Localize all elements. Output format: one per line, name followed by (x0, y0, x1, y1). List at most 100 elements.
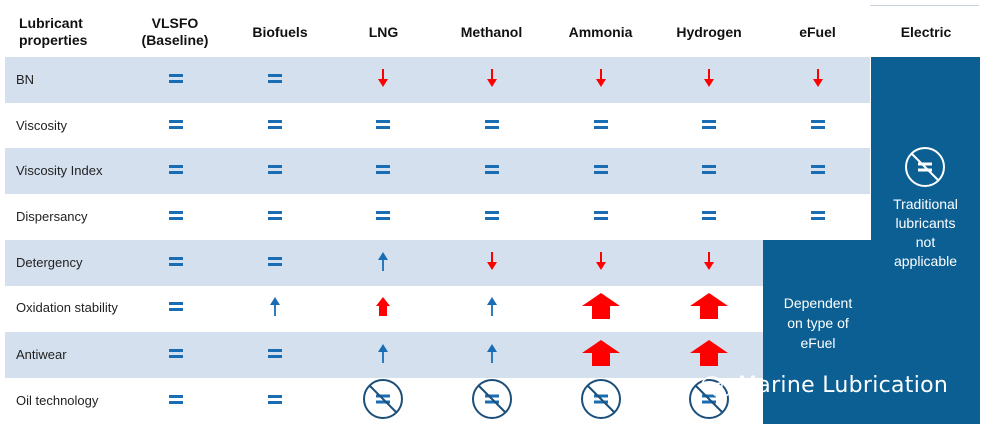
table-cell (462, 378, 522, 424)
equal-icon (268, 73, 282, 83)
table-cell (679, 101, 739, 147)
row-background (5, 285, 870, 331)
row-label: Dispersancy (16, 209, 88, 224)
electric-panel (871, 57, 980, 424)
column-header: Lubricant properties (19, 15, 88, 48)
column-header: Biofuels (252, 23, 308, 40)
table-cell (353, 192, 413, 238)
efuel-note-line: eFuel (800, 335, 836, 351)
equal-icon (169, 119, 183, 129)
up-arrow-icon (269, 295, 281, 322)
table-cell (571, 101, 631, 147)
table-cell (353, 332, 413, 378)
electric-note-line: not (915, 234, 936, 250)
equal-icon (268, 394, 282, 404)
row-background (5, 103, 870, 149)
table-cell (353, 57, 413, 103)
equal-icon (169, 394, 183, 404)
equal-icon (268, 119, 282, 129)
table-cell (353, 101, 413, 147)
large-up-arrow-icon (581, 339, 621, 372)
table-cell (679, 332, 739, 378)
column-header: VLSFO (Baseline) (141, 15, 209, 48)
row-background (5, 240, 870, 286)
equal-icon (811, 210, 825, 220)
down-arrow-icon (703, 68, 715, 93)
not-equal-circle-icon (580, 378, 622, 425)
table-cell (571, 332, 631, 378)
equal-icon (169, 256, 183, 266)
table-cell (146, 101, 206, 147)
equal-icon (268, 256, 282, 266)
equal-icon (376, 164, 390, 174)
equal-icon (268, 210, 282, 220)
efuel-note-line: Dependent (783, 295, 853, 311)
table-cell (146, 376, 206, 422)
table-cell (353, 285, 413, 331)
large-up-arrow-icon (581, 292, 621, 325)
equal-icon (169, 164, 183, 174)
equal-icon (485, 164, 499, 174)
table-cell (462, 240, 522, 286)
row-label: Oxidation stability (16, 300, 118, 315)
down-arrow-icon (595, 68, 607, 93)
down-arrow-icon (703, 251, 715, 276)
table-cell (245, 146, 305, 192)
large-up-arrow-icon (689, 292, 729, 325)
not-equal-circle-icon (471, 378, 513, 425)
table-cell (146, 330, 206, 376)
up-arrow-icon (375, 295, 391, 322)
down-arrow-icon (377, 68, 389, 93)
down-arrow-icon (595, 251, 607, 276)
row-label: Detergency (16, 255, 83, 270)
efuel-panel (763, 240, 873, 424)
column-header: LNG (368, 23, 399, 40)
table-cell (679, 146, 739, 192)
table-cell (571, 240, 631, 286)
table-cell (146, 146, 206, 192)
table-cell (679, 192, 739, 238)
equal-icon (169, 73, 183, 83)
table-cell (245, 192, 305, 238)
equal-icon (702, 119, 716, 129)
equal-icon (702, 164, 716, 174)
column-header: Ammonia (568, 23, 633, 40)
table-cell (679, 240, 739, 286)
wechat-logo-icon (700, 374, 732, 406)
equal-icon (811, 119, 825, 129)
up-arrow-icon (486, 295, 498, 322)
table-cell (146, 283, 206, 329)
table-cell (788, 146, 848, 192)
equal-icon (169, 210, 183, 220)
equal-icon (811, 164, 825, 174)
table-cell (679, 378, 739, 424)
equal-icon (485, 119, 499, 129)
row-background (5, 57, 870, 103)
up-arrow-icon (377, 250, 389, 277)
table-cell (245, 55, 305, 101)
table-cell (462, 146, 522, 192)
column-header: Methanol (460, 23, 523, 40)
table-cell (679, 285, 739, 331)
equal-icon (485, 210, 499, 220)
equal-icon (594, 210, 608, 220)
row-label: Oil technology (16, 393, 99, 408)
column-header: eFuel (799, 23, 836, 40)
equal-icon (169, 301, 183, 311)
table-cell (788, 101, 848, 147)
table-cell (788, 192, 848, 238)
equal-icon (268, 348, 282, 358)
not-equal-circle-icon (362, 378, 404, 425)
table-cell (788, 57, 848, 103)
column-header: Hydrogen (676, 23, 742, 40)
equal-icon (702, 210, 716, 220)
equal-icon (376, 119, 390, 129)
table-cell (245, 376, 305, 422)
equal-icon (594, 164, 608, 174)
up-arrow-icon (486, 342, 498, 369)
electric-note-line: lubricants (895, 215, 956, 231)
table-cell (353, 378, 413, 424)
up-arrow-icon (377, 342, 389, 369)
row-label: BN (16, 72, 35, 87)
